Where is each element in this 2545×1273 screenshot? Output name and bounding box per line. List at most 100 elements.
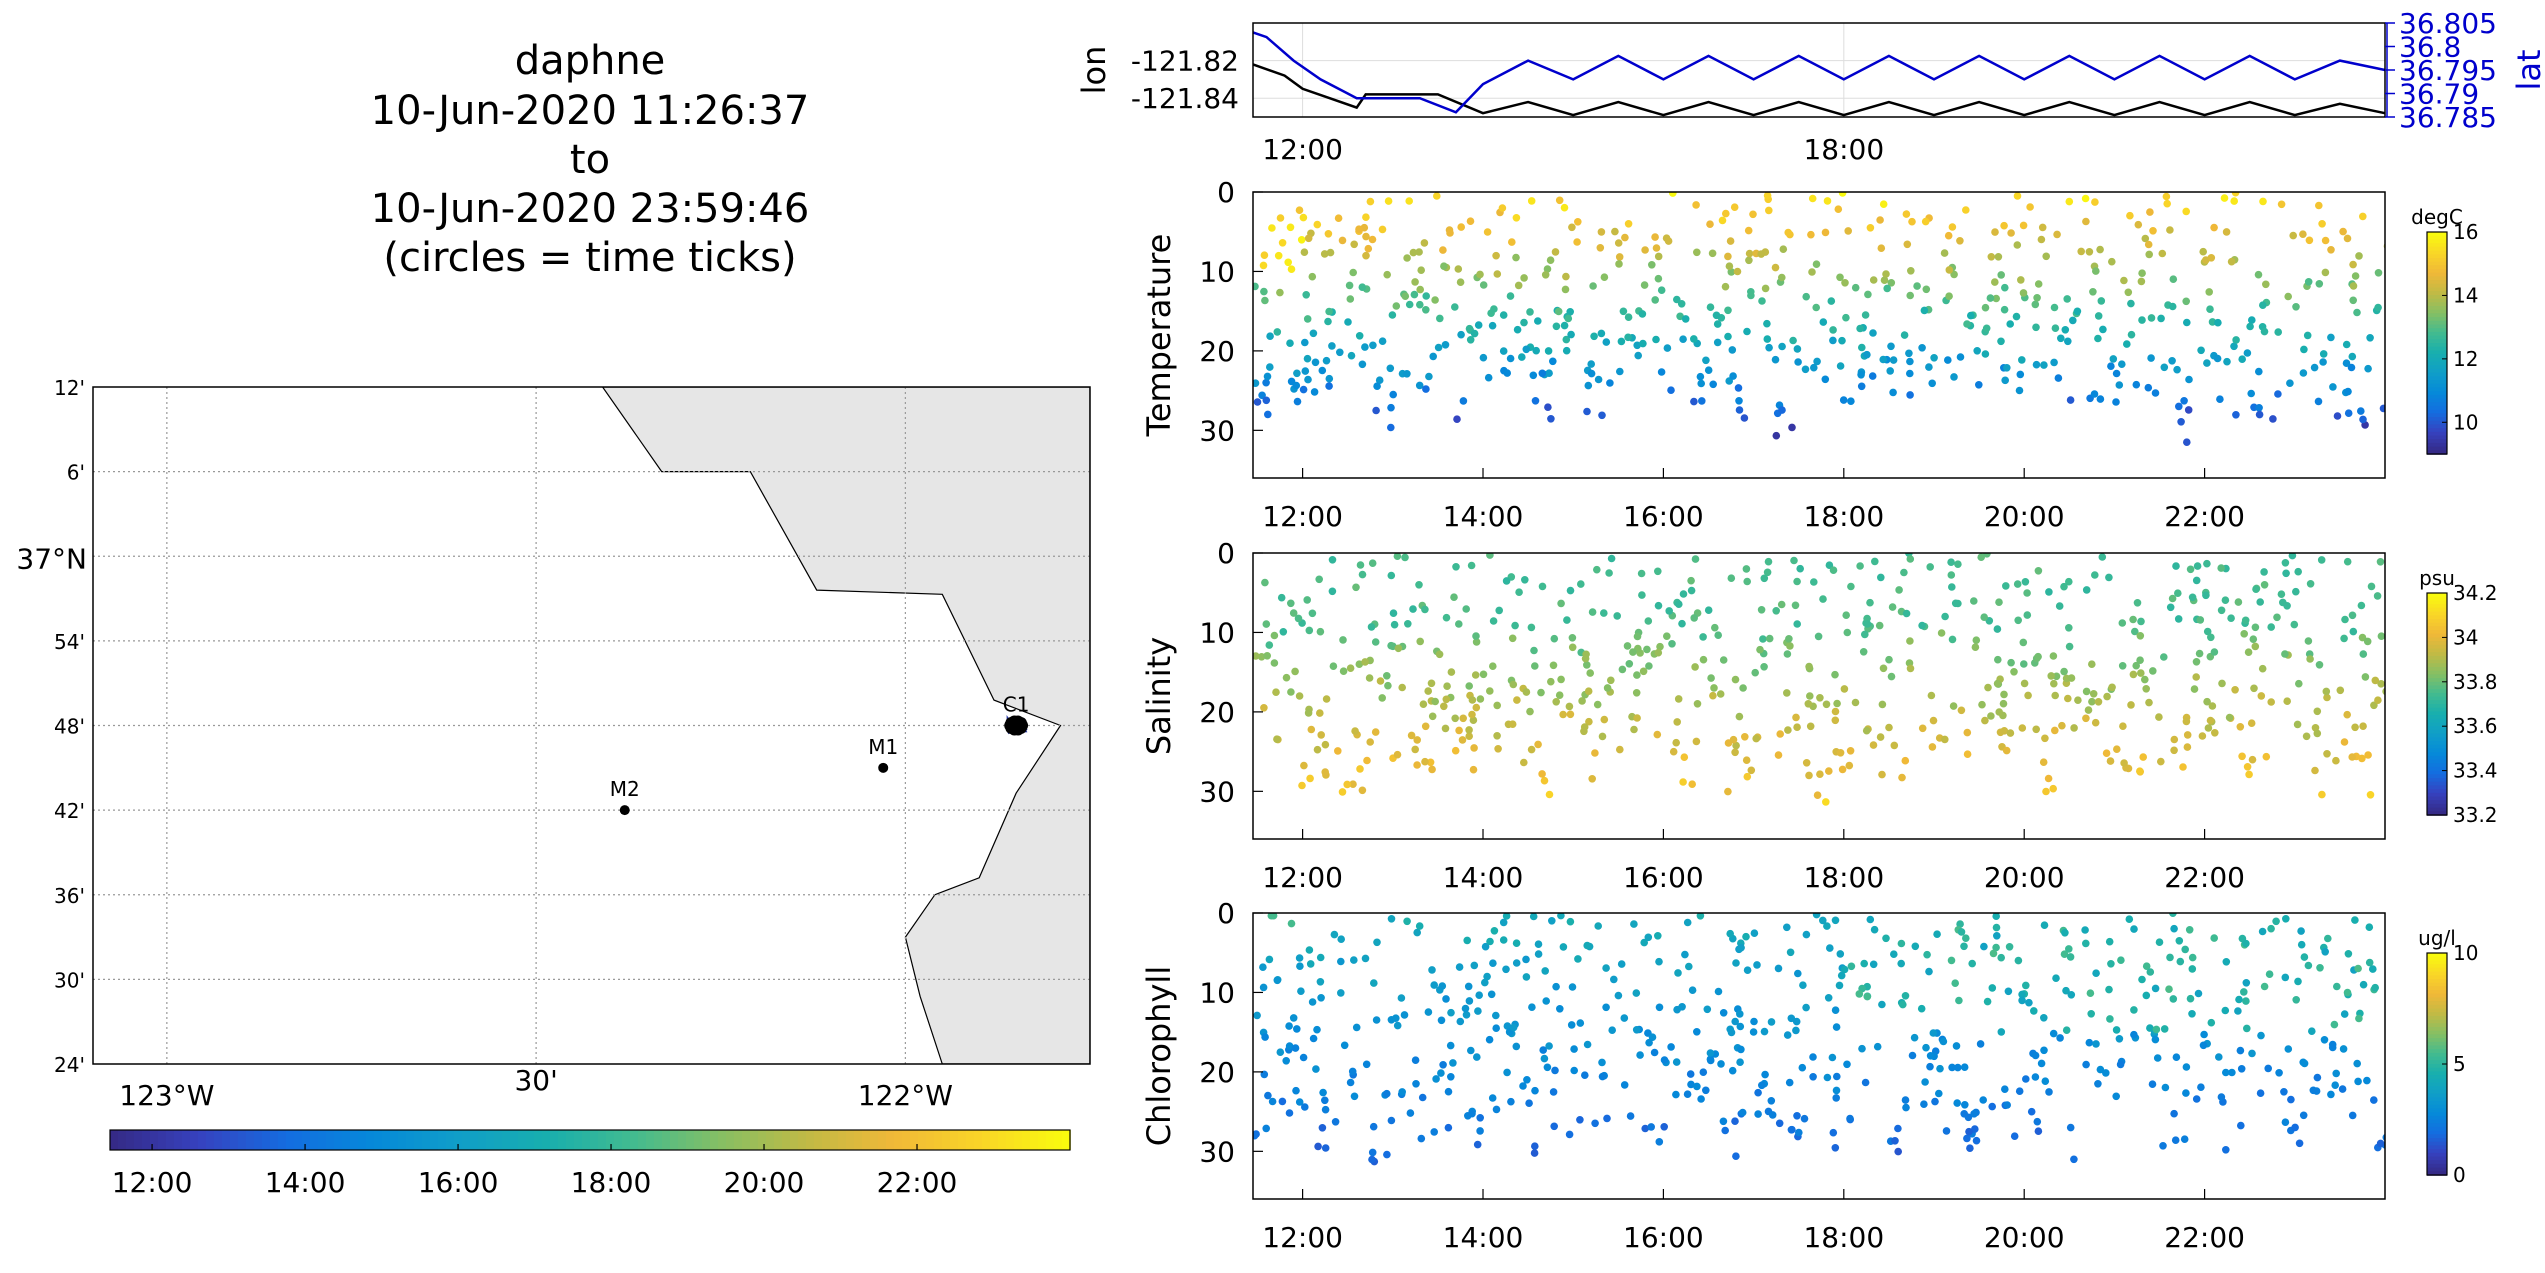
colorbar-segment (2427, 615, 2447, 620)
x-tick-label: 18:00 (1803, 500, 1884, 533)
data-point (1726, 1025, 1734, 1034)
data-point (1466, 336, 1475, 344)
colorbar-segment (2427, 424, 2447, 429)
data-point (1472, 638, 1481, 646)
data-point (1779, 245, 1788, 253)
data-point (1821, 228, 1830, 237)
data-point (1548, 917, 1556, 925)
data-point (1687, 1080, 1695, 1089)
data-point (1654, 567, 1662, 576)
colorbar-segment (2427, 1075, 2447, 1080)
data-point (2024, 691, 2032, 700)
data-point (1378, 225, 1387, 234)
data-point (1492, 1011, 1500, 1020)
data-point (1287, 265, 1296, 274)
data-point (2082, 939, 2090, 948)
colorbar-segment (2427, 637, 2447, 642)
data-point (1736, 1058, 1744, 1066)
data-point (1654, 601, 1663, 610)
data-point (2130, 1030, 2138, 1039)
data-point (2321, 236, 2330, 245)
data-point (1977, 553, 1985, 561)
data-point (1303, 596, 1311, 604)
data-point (1301, 1103, 1309, 1111)
colorbar-segment (110, 1130, 119, 1150)
data-point (1383, 1089, 1391, 1098)
data-point (2227, 257, 2236, 266)
colorbar-segment (318, 1130, 327, 1150)
data-point (1531, 397, 1540, 405)
data-point (1816, 694, 1824, 702)
colorbar-segment (2427, 652, 2447, 657)
data-point (1539, 1046, 1547, 1054)
data-point (1304, 375, 1312, 384)
data-point (2387, 1106, 2395, 1114)
data-point (1761, 284, 1770, 293)
data-point (2255, 410, 2264, 419)
data-point (2313, 729, 2322, 738)
data-point (2376, 1139, 2385, 1148)
data-point (1508, 238, 1516, 246)
data-point (2384, 308, 2385, 311)
colorbar-segment (950, 1130, 959, 1150)
data-point (2063, 295, 2071, 303)
colorbar-segment (2427, 715, 2447, 720)
data-point (1442, 695, 1451, 704)
data-point (2277, 200, 2286, 209)
temperature-frame (1252, 191, 2386, 479)
data-point (1602, 1003, 1610, 1012)
data-point (2260, 982, 2269, 991)
data-point (2099, 325, 2107, 334)
data-point (1350, 956, 1358, 964)
colorbar-segment (2427, 1108, 2447, 1113)
data-point (1492, 1024, 1500, 1032)
data-point (1556, 1005, 1564, 1013)
colorbar-segment (2427, 796, 2447, 801)
colorbar-segment (1046, 1130, 1055, 1150)
data-point (1393, 750, 1402, 759)
lat-tick-label: 36.785 (2399, 101, 2497, 134)
data-point (1651, 296, 1659, 304)
data-point (2132, 380, 2141, 389)
data-point (1812, 260, 1821, 269)
map-grid (93, 387, 1090, 1064)
data-point (1583, 1040, 1592, 1049)
data-point (1724, 252, 1732, 261)
data-point (1512, 959, 1521, 967)
data-point (1358, 570, 1367, 579)
colorbar-segment (2427, 789, 2447, 794)
colorbar-segment (534, 1130, 543, 1150)
data-point (2244, 648, 2253, 656)
data-point (2310, 363, 2319, 372)
data-point (1362, 213, 1370, 221)
colorbar-segment (2427, 1071, 2447, 1076)
data-point (2223, 357, 2231, 366)
map-lat-tick-label: 24' (54, 1053, 85, 1077)
map-lat-tick-label: 36' (54, 884, 85, 908)
data-point (1472, 632, 1480, 640)
colorbar-segment (734, 1130, 743, 1150)
data-point (1289, 1014, 1298, 1022)
data-point (2327, 1090, 2335, 1099)
data-point (2238, 752, 2246, 761)
data-point (2053, 230, 2061, 239)
data-point (1409, 248, 1418, 257)
data-point (2377, 680, 2385, 688)
data-point (2227, 614, 2235, 622)
colorbar-segment (2427, 774, 2447, 779)
colorbar-frame (109, 1129, 1071, 1151)
data-point (1976, 1040, 1985, 1048)
data-point (2290, 620, 2299, 629)
data-point (2196, 616, 2205, 624)
data-point (2331, 1081, 2339, 1089)
data-point (1981, 303, 1990, 312)
colorbar-tick-label: 33.4 (2453, 759, 2498, 783)
data-point (1594, 375, 1603, 384)
data-point (2001, 376, 2009, 385)
data-point (1584, 381, 1593, 390)
colorbar-segment (2427, 770, 2447, 776)
data-point (2260, 568, 2268, 576)
data-point (2330, 1020, 2339, 1029)
data-point (1389, 390, 1397, 399)
